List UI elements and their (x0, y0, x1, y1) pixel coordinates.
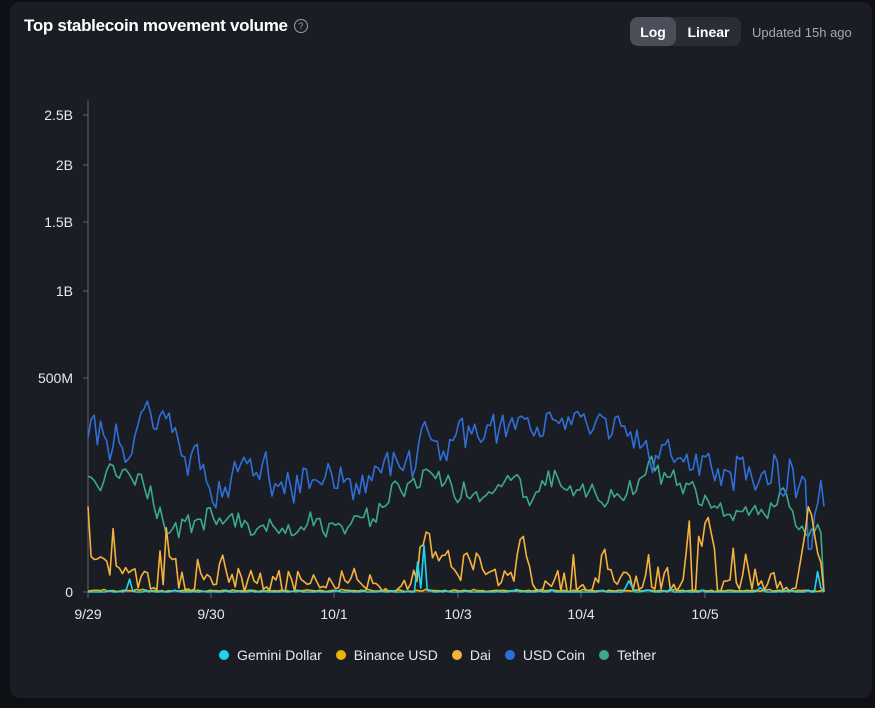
help-circle-icon[interactable]: ? (293, 19, 308, 33)
y-tick-label: 500M (38, 370, 73, 386)
series-line-gemini-dollar (88, 544, 825, 593)
y-tick-label: 1.5B (44, 214, 73, 230)
series-line-dai (87, 505, 825, 593)
scale-log-button[interactable]: Log (630, 17, 676, 46)
updated-timestamp: Updated 15h ago (752, 25, 852, 40)
x-tick-label: 10/5 (691, 606, 718, 622)
legend-item-binance-usd[interactable]: Binance USD (335, 647, 438, 663)
legend-item-gemini-dollar[interactable]: Gemini Dollar (218, 647, 322, 663)
legend-label: Dai (469, 647, 491, 663)
chart-legend: Gemini Dollar Binance USD Dai USD Coin Tethe… (0, 647, 875, 663)
legend-dot (335, 650, 346, 660)
series-line-tether (87, 455, 825, 593)
chart-title-row: Top stablecoin movement volume ? (24, 16, 308, 36)
y-tick-label: 2B (56, 157, 73, 173)
chart-card (10, 2, 872, 698)
y-tick-label: 0 (65, 584, 73, 600)
legend-dot (218, 650, 229, 660)
legend-item-dai[interactable]: Dai (451, 647, 491, 663)
x-tick-label: 10/4 (567, 606, 594, 622)
chart-title: Top stablecoin movement volume (24, 16, 288, 35)
y-tick-label: 2.5B (44, 107, 73, 123)
legend-label: Binance USD (353, 647, 438, 663)
legend-label: USD Coin (522, 647, 586, 663)
scale-linear-button[interactable]: Linear (687, 23, 730, 40)
x-tick-label: 9/30 (197, 606, 224, 622)
legend-label: Tether (617, 647, 657, 663)
legend-dot (504, 650, 515, 660)
scale-toggle: Log Linear (630, 17, 741, 46)
series-line-usd-coin (87, 400, 825, 551)
x-tick-label: 10/3 (444, 606, 471, 622)
legend-dot (451, 650, 462, 660)
y-tick-label: 1B (56, 283, 73, 299)
legend-item-tether[interactable]: Tether (599, 647, 656, 663)
x-tick-label: 10/1 (320, 606, 347, 622)
legend-dot (599, 650, 610, 660)
legend-label: Gemini Dollar (236, 647, 322, 663)
x-tick-label: 9/29 (74, 606, 101, 622)
legend-item-usd-coin[interactable]: USD Coin (504, 647, 586, 663)
